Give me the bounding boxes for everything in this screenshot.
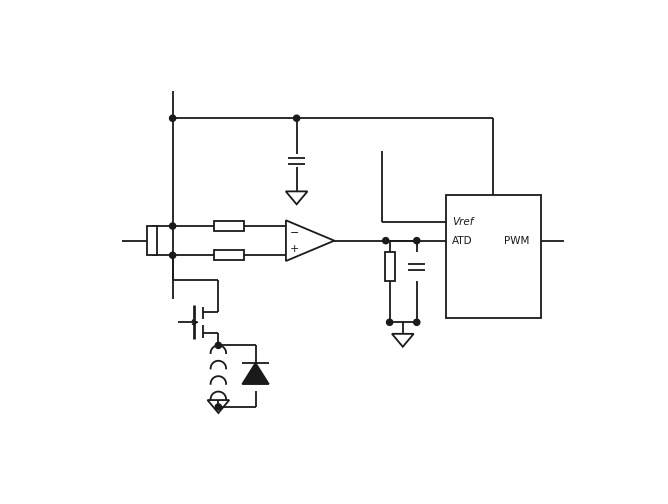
Bar xyxy=(385,252,395,281)
Bar xyxy=(214,250,244,260)
Circle shape xyxy=(383,237,389,244)
Bar xyxy=(147,226,157,256)
Text: ATD: ATD xyxy=(452,236,473,245)
Circle shape xyxy=(413,319,420,326)
Circle shape xyxy=(413,237,420,244)
Circle shape xyxy=(215,404,222,410)
Text: −: − xyxy=(289,227,299,237)
Circle shape xyxy=(170,252,176,259)
Bar xyxy=(446,195,541,319)
Circle shape xyxy=(387,319,393,326)
Bar xyxy=(214,221,244,231)
Circle shape xyxy=(170,115,176,121)
Circle shape xyxy=(293,115,300,121)
Text: PWM: PWM xyxy=(504,236,530,245)
Text: Vref: Vref xyxy=(452,217,474,227)
Polygon shape xyxy=(242,363,269,384)
Circle shape xyxy=(170,223,176,229)
Text: +: + xyxy=(289,244,299,254)
Circle shape xyxy=(215,342,222,348)
